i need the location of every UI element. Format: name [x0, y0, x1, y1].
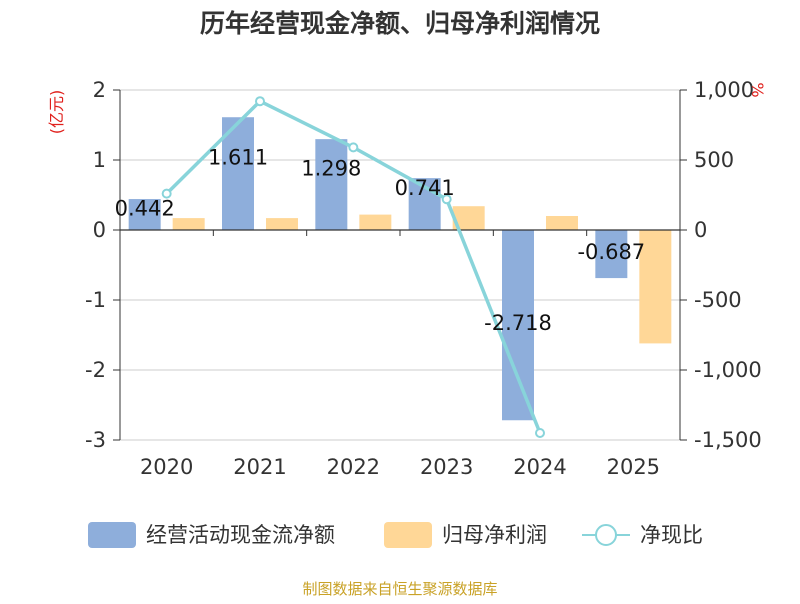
bar-net-profit: [639, 230, 672, 344]
bar-cash-flow: [128, 199, 161, 230]
right-axis-tick-label: -1,500: [694, 428, 762, 452]
bar-cash-flow: [502, 230, 534, 421]
x-axis-tick-label: 2025: [607, 455, 660, 479]
bar-net-profit: [359, 214, 392, 230]
x-axis-tick-label: 2022: [327, 455, 380, 479]
source-footer: 制图数据来自恒生聚源数据库: [302, 580, 497, 598]
legend-swatch-net-profit: [384, 522, 432, 548]
data-label-cash-flow: 0.741: [395, 176, 455, 200]
axes-layer: 2 1,000 1 500 0 0 -1 -500 -2 -1,000 -3 -1,500 2020 20…: [85, 78, 762, 479]
left-axis-tick-label: 2: [93, 78, 106, 102]
data-label-cash-flow: 1.298: [301, 157, 361, 181]
left-axis-tick-label: 0: [93, 218, 106, 242]
left-axis-tick-label: 1: [93, 148, 106, 172]
legend-label-net-profit: 归母净利润: [442, 523, 547, 547]
right-axis-unit-label: %: [748, 82, 767, 97]
chart-title: 历年经营现金净额、归母净利润情况: [200, 9, 600, 38]
x-axis-tick-label: 2021: [233, 455, 286, 479]
right-axis-tick-label: -500: [694, 288, 742, 312]
legend: 经营活动现金流净额 归母净利润 净现比: [88, 522, 703, 548]
left-axis-tick-label: -3: [85, 428, 106, 452]
legend-marker-ratio: [595, 524, 617, 546]
x-axis-tick-label: 2020: [140, 455, 193, 479]
point-ratio: [348, 142, 359, 153]
left-axis-tick-label: -2: [85, 358, 106, 382]
data-label-cash-flow: 0.442: [115, 197, 175, 221]
point-ratio: [255, 96, 265, 107]
left-axis-tick-label: -1: [85, 288, 106, 312]
bar-cash-flow: [222, 117, 254, 230]
legend-label-ratio: 净现比: [640, 523, 703, 547]
data-label-cash-flow: 1.611: [208, 146, 268, 170]
right-axis-tick-label: -1,000: [694, 358, 762, 382]
legend-label-cash-flow: 经营活动现金流净额: [146, 523, 335, 547]
point-ratio: [535, 428, 545, 438]
point-ratio: [441, 194, 452, 205]
bar-cash-flow: [595, 230, 628, 279]
legend-swatch-cash-flow: [88, 522, 136, 548]
data-labels-layer: 0.442 1.611 1.298 0.741 -2.718 -0.687: [115, 146, 646, 336]
x-axis-tick-label: 2024: [513, 455, 566, 479]
right-axis-tick-label: 1,000: [694, 78, 754, 102]
bar-net-profit: [266, 218, 298, 230]
data-label-cash-flow: -2.718: [484, 311, 552, 335]
data-label-cash-flow: -0.687: [577, 240, 645, 264]
left-axis-unit-label: (亿元): [47, 90, 66, 135]
bar-net-profit: [172, 218, 205, 230]
right-axis-tick-label: 0: [694, 218, 707, 242]
point-ratio: [161, 188, 172, 199]
bar-cash-flow: [315, 139, 348, 230]
right-axis-tick-label: 500: [694, 148, 734, 172]
bar-net-profit: [452, 206, 485, 230]
bars-layer: [128, 117, 672, 421]
x-axis-tick-label: 2023: [420, 455, 473, 479]
line-layer: [161, 96, 545, 438]
bar-net-profit: [546, 216, 578, 230]
